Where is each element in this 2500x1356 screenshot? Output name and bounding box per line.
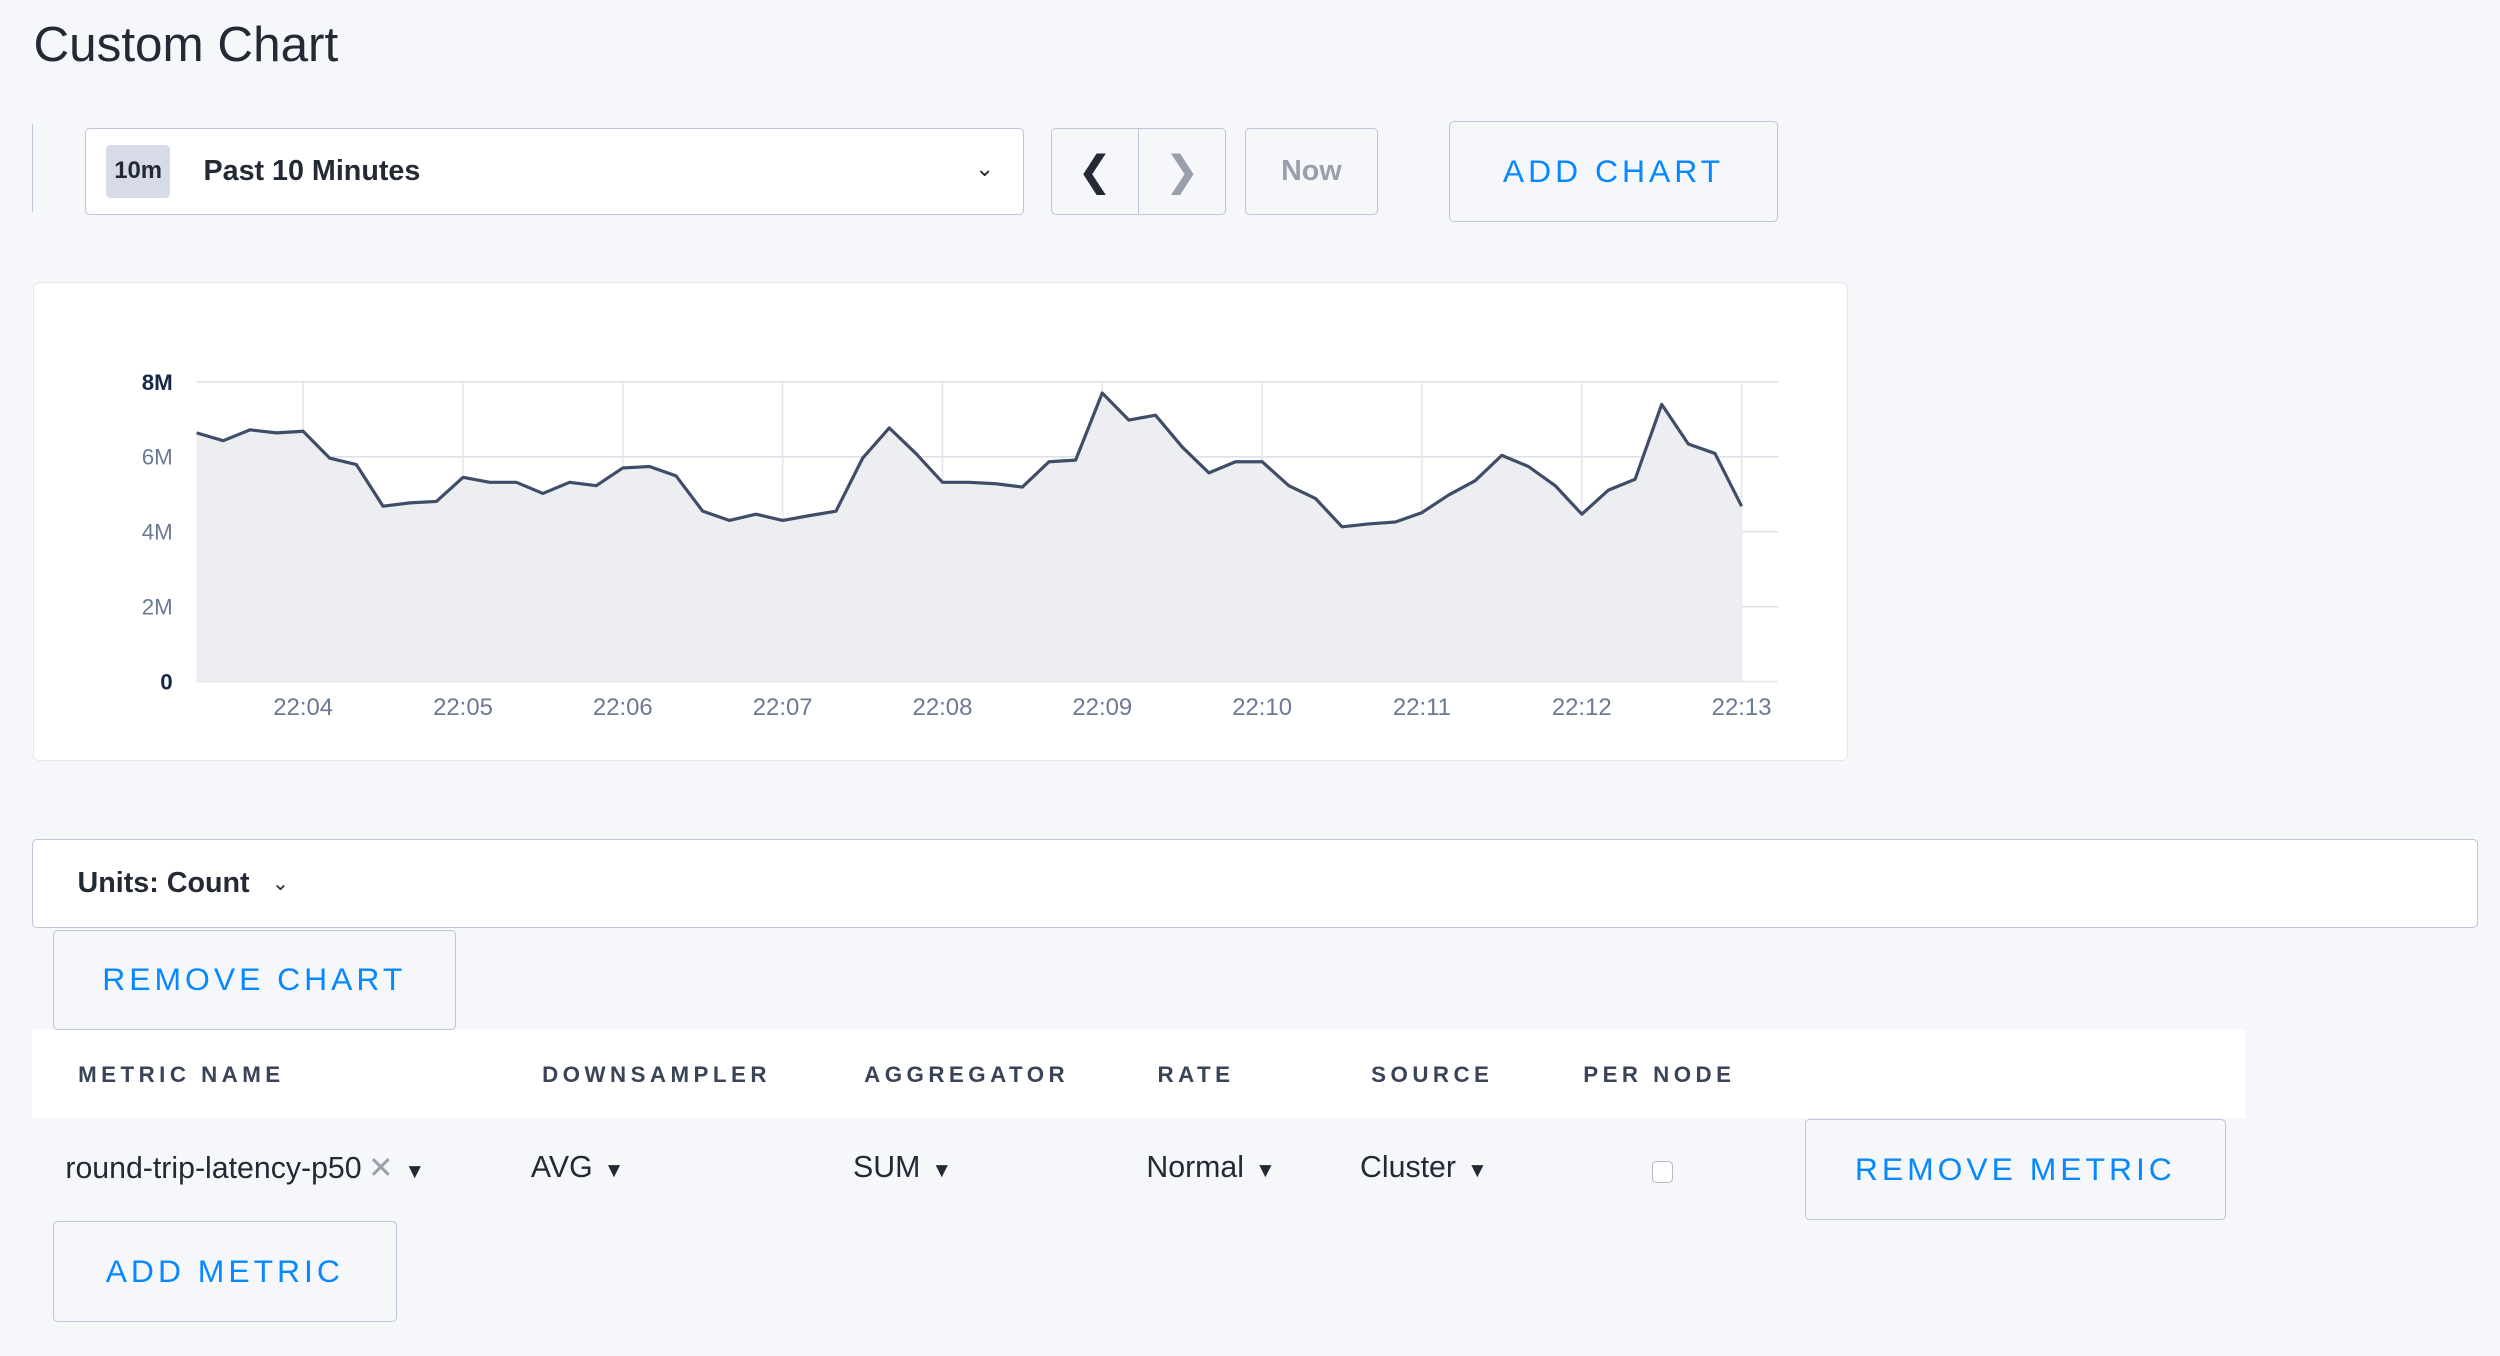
chevron-right-icon[interactable]: ❯ xyxy=(1164,147,1200,195)
x-tick-label: 22:12 xyxy=(1552,694,1612,721)
chevron-down-icon: ⌄ xyxy=(975,155,994,181)
chevron-left-icon[interactable]: ❮ xyxy=(1052,128,1139,215)
chevron-down-icon: ⌄ xyxy=(271,871,290,895)
y-tick-label: 2M xyxy=(142,595,173,620)
add-metric-button[interactable]: ADD METRIC xyxy=(52,1221,397,1322)
y-tick-label: 6M xyxy=(142,445,173,470)
divider xyxy=(31,124,34,213)
range-badge: 10m xyxy=(106,144,171,199)
per-node-checkbox[interactable] xyxy=(1651,1160,1673,1184)
source-select[interactable]: Cluster ▼ xyxy=(1360,1151,1488,1185)
time-nav: ❮ ❯ xyxy=(1050,127,1227,216)
x-tick-label: 22:11 xyxy=(1393,694,1451,721)
time-range-dropdown[interactable]: 10m Past 10 Minutes ⌄ xyxy=(84,127,1024,216)
remove-metric-button[interactable]: REMOVE METRIC xyxy=(1804,1119,2226,1220)
units-label: Units: Count xyxy=(77,866,250,899)
metric-name-value: round-trip-latency-p50 xyxy=(65,1152,362,1186)
downsampler-select[interactable]: AVG ▼ xyxy=(531,1151,624,1185)
remove-chart-button[interactable]: REMOVE CHART xyxy=(52,929,456,1030)
line-chart: 0 2M 4M 6M 8M 22:04 22:05 22:06 22:07 22:08 22:09 2… xyxy=(142,370,1779,721)
x-tick-label: 22:10 xyxy=(1233,694,1293,721)
header-aggregator: AGGREGATOR xyxy=(864,1061,1070,1087)
x-tick-label: 22:04 xyxy=(274,694,334,721)
caret-down-icon: ▼ xyxy=(603,1159,625,1183)
now-button[interactable]: Now xyxy=(1245,127,1378,216)
header-rate: RATE xyxy=(1157,1061,1235,1087)
aggregator-value: SUM xyxy=(853,1151,921,1185)
add-chart-button[interactable]: ADD CHART xyxy=(1449,121,1778,222)
x-tick-label: 22:13 xyxy=(1712,694,1772,721)
header-source: SOURCE xyxy=(1371,1061,1494,1087)
x-tick-label: 22:06 xyxy=(593,694,653,721)
downsampler-value: AVG xyxy=(530,1151,593,1185)
caret-down-icon: ▼ xyxy=(404,1160,426,1184)
header-metric-name: METRIC NAME xyxy=(78,1061,285,1087)
page-title: Custom Chart xyxy=(33,16,339,72)
caret-down-icon: ▼ xyxy=(931,1159,952,1183)
clear-icon[interactable]: ✕ xyxy=(367,1152,394,1186)
series-area xyxy=(197,393,1743,682)
rate-select[interactable]: Normal ▼ xyxy=(1146,1151,1275,1185)
y-tick-label: 4M xyxy=(142,520,173,545)
x-tick-label: 22:07 xyxy=(753,694,813,721)
chart-card: 0 2M 4M 6M 8M 22:04 22:05 22:06 22:07 22:08 22:09 2… xyxy=(33,282,1848,761)
range-label: Past 10 Minutes xyxy=(203,154,421,187)
x-tick-label: 22:08 xyxy=(913,694,973,721)
metric-name-select[interactable]: round-trip-latency-p50 ✕ ▼ xyxy=(65,1151,425,1186)
aggregator-select[interactable]: SUM ▼ xyxy=(853,1151,952,1185)
x-tick-label: 22:09 xyxy=(1073,694,1133,721)
caret-down-icon: ▼ xyxy=(1467,1159,1488,1183)
header-per-node: PER NODE xyxy=(1583,1061,1736,1087)
x-tick-label: 22:05 xyxy=(434,694,494,721)
rate-value: Normal xyxy=(1146,1151,1244,1185)
source-value: Cluster xyxy=(1360,1151,1456,1185)
header-downsampler: DOWNSAMPLER xyxy=(542,1061,771,1087)
units-dropdown[interactable]: Units: Count ⌄ xyxy=(31,838,2478,928)
y-tick-label: 0 xyxy=(161,670,173,695)
caret-down-icon: ▼ xyxy=(1255,1159,1276,1183)
metrics-table-header: METRIC NAME DOWNSAMPLER AGGREGATOR RATE … xyxy=(31,1029,2245,1118)
y-tick-label: 8M xyxy=(142,370,173,395)
